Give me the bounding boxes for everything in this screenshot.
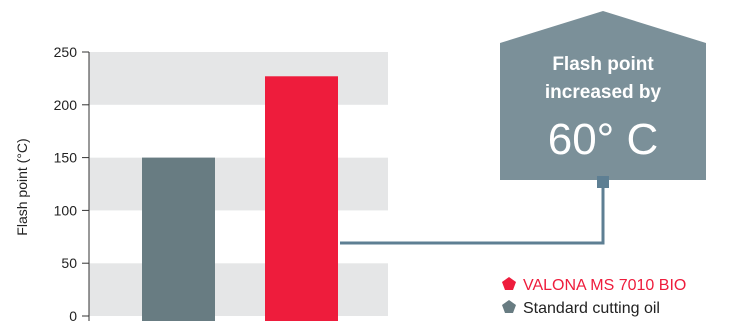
y-tick-label: 250 — [54, 44, 78, 60]
legend-item-valona: VALONA MS 7010 BIO — [502, 277, 686, 294]
callout-box: Flash point increased by 60° C — [500, 11, 706, 188]
callout-house-shape — [500, 11, 706, 180]
y-axis-title: Flash point (°C) — [14, 138, 30, 235]
pentagon-icon — [502, 277, 516, 290]
callout-connector — [340, 180, 605, 245]
legend: VALONA MS 7010 BIO Standard cutting oil — [502, 277, 686, 317]
callout-line1: Flash point — [552, 54, 654, 75]
y-tick-label: 50 — [61, 255, 77, 271]
callout-line2: increased by — [545, 82, 662, 103]
grid-band — [89, 52, 388, 105]
callout-value: 60° C — [548, 115, 659, 164]
legend-label: VALONA MS 7010 BIO — [523, 277, 686, 294]
y-tick-label: 200 — [54, 97, 78, 113]
y-tick-label: 100 — [54, 202, 78, 218]
legend-label: Standard cutting oil — [523, 300, 660, 317]
bar-valona-ms-7010-bio — [265, 76, 338, 321]
pentagon-icon — [502, 300, 516, 313]
callout-connector-node — [597, 176, 609, 188]
y-tick-label: 0 — [69, 308, 77, 321]
y-ticks: 0 50 100 150 200 250 — [54, 44, 89, 321]
legend-item-standard: Standard cutting oil — [502, 300, 660, 317]
grid-band — [89, 104, 388, 158]
y-tick-label: 150 — [54, 150, 78, 166]
grid-band — [89, 263, 388, 316]
bar-standard-cutting-oil — [142, 157, 215, 321]
grid-band-top — [89, 52, 388, 53]
grid-band — [89, 210, 388, 264]
grid-bands — [89, 52, 388, 316]
grid-band — [89, 157, 388, 211]
bars — [142, 76, 338, 321]
